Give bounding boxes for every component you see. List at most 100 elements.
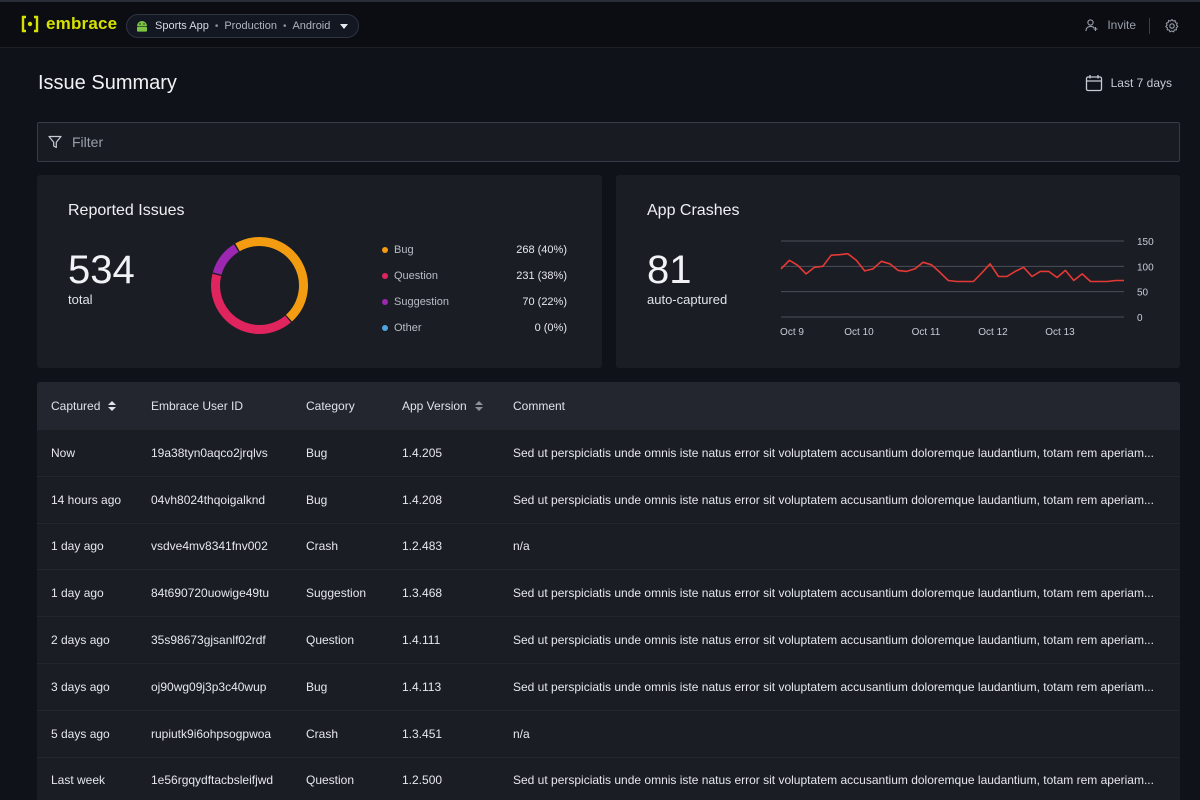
column-header-comment: Comment xyxy=(499,399,1180,413)
date-range-label: Last 7 days xyxy=(1110,76,1172,90)
comment-cell: n/a xyxy=(513,539,530,554)
crashes-line-chart: 150 100 50 0 Oct 9 Oct 10 Oct 11 Oct 12 Oct 13 xyxy=(780,237,1154,338)
donut-slice-question xyxy=(211,237,308,334)
captured-cell: 5 days ago xyxy=(51,726,110,741)
legend-value: 70 (22%) xyxy=(522,296,567,308)
crash-count: 81 xyxy=(647,248,692,292)
table-row[interactable]: 1 day ago 84t690720uowige49tu Suggestion 1.… xyxy=(37,569,1180,616)
legend-value: 231 (38%) xyxy=(516,270,567,282)
captured-cell: 3 days ago xyxy=(51,679,110,694)
legend-item: Question 231 (38%) xyxy=(382,263,567,289)
app-version-cell: 1.3.468 xyxy=(402,586,443,601)
x-tick-label: Oct 13 xyxy=(1045,327,1075,338)
app-name: Sports App xyxy=(155,20,209,32)
app-version-cell: 1.2.483 xyxy=(402,539,443,554)
category-cell: Bug xyxy=(306,492,328,507)
user-id-cell: 1e56rgqydftacbsleifjwd xyxy=(151,773,274,788)
app-version-cell: 1.2.500 xyxy=(402,773,443,788)
category-cell: Crash xyxy=(306,539,339,554)
x-tick-label: Oct 11 xyxy=(912,327,941,338)
invite-button[interactable]: Invite xyxy=(1085,18,1136,32)
captured-cell: 1 day ago xyxy=(51,586,104,601)
table-header: Captured Embrace User ID Category App Ve… xyxy=(37,382,1180,429)
legend-item: Other 0 (0%) xyxy=(382,315,567,341)
invite-label: Invite xyxy=(1107,18,1136,32)
column-header-category: Category xyxy=(292,399,388,413)
comment-cell: Sed ut perspiciatis unde omnis iste natu… xyxy=(513,445,1154,460)
column-label: Comment xyxy=(513,398,566,413)
table-row[interactable]: 5 days ago rupiutk9i6ohpsogpwoa Crash 1.3.4… xyxy=(37,709,1180,757)
filter-input[interactable] xyxy=(72,134,1072,150)
column-header-app-version[interactable]: App Version xyxy=(388,399,499,413)
category-cell: Bug xyxy=(306,445,328,460)
total-count: 534 xyxy=(68,248,135,292)
comment-cell: Sed ut perspiciatis unde omnis iste natu… xyxy=(513,633,1154,648)
app-version-cell: 1.4.113 xyxy=(402,679,442,694)
embrace-logo[interactable]: embrace xyxy=(20,14,117,34)
brand-name: embrace xyxy=(46,14,118,33)
legend-label: Question xyxy=(394,270,439,282)
table-row[interactable]: 3 days ago oj90wg09j3p3c40wup Bug 1.4.113 Se… xyxy=(37,662,1180,710)
captured-cell: Last week xyxy=(51,773,106,788)
y-tick-label: 0 xyxy=(1137,313,1143,324)
user-id-cell: 35s98673gjsanlf02rdf xyxy=(151,633,266,648)
category-cell: Bug xyxy=(306,679,328,694)
issues-donut-chart xyxy=(211,237,308,334)
chevron-down-icon xyxy=(340,23,349,29)
column-header-captured[interactable]: Captured xyxy=(37,399,137,413)
page-title: Issue Summary xyxy=(38,72,177,94)
captured-cell: 14 hours ago xyxy=(51,492,122,507)
legend-label: Other xyxy=(394,322,422,334)
column-label: Captured xyxy=(51,398,101,413)
column-label: Embrace User ID xyxy=(151,398,244,413)
filter-icon xyxy=(48,135,62,149)
category-cell: Suggestion xyxy=(306,586,367,601)
column-header-user-id: Embrace User ID xyxy=(137,399,292,413)
environment-name: Production xyxy=(224,20,277,32)
sort-icon xyxy=(474,400,483,411)
app-version-cell: 1.4.205 xyxy=(402,445,443,460)
legend-dot xyxy=(382,273,388,279)
legend-dot xyxy=(382,247,388,253)
embrace-logo-icon xyxy=(21,15,39,33)
table-row[interactable]: Now 19a38tyn0aqco2jrqlvs Bug 1.4.205 Sed ut … xyxy=(37,429,1180,476)
comment-cell: n/a xyxy=(513,726,530,741)
card-title: App Crashes xyxy=(647,202,740,219)
gear-icon[interactable] xyxy=(1164,18,1180,34)
date-range-picker[interactable]: Last 7 days xyxy=(1085,74,1172,92)
legend-dot xyxy=(382,325,388,331)
table-row[interactable]: 14 hours ago 04vh8024thqoigalknd Bug 1.4.20… xyxy=(37,475,1180,523)
x-tick-label: Oct 10 xyxy=(844,327,874,338)
android-icon xyxy=(137,21,147,32)
add-user-icon xyxy=(1085,19,1098,32)
comment-cell: Sed ut perspiciatis unde omnis iste natu… xyxy=(513,586,1154,601)
crashes-series-line xyxy=(780,252,1124,283)
legend-value: 0 (0%) xyxy=(534,322,567,334)
x-tick-label: Oct 12 xyxy=(978,327,1008,338)
filter-bar[interactable] xyxy=(37,122,1180,162)
app-version-cell: 1.4.208 xyxy=(402,492,443,507)
user-id-cell: oj90wg09j3p3c40wup xyxy=(151,679,267,694)
category-cell: Crash xyxy=(306,726,339,741)
captured-cell: 2 days ago xyxy=(51,633,110,648)
app-crashes-card: App Crashes 81 auto-captured 150 100 50 0 Oc… xyxy=(616,175,1180,368)
user-id-cell: 84t690720uowige49tu xyxy=(151,586,270,601)
separator-dot: • xyxy=(282,20,287,32)
reported-issues-card: Reported Issues 534 total Bug 268 (40%) Qu… xyxy=(37,175,602,368)
user-id-cell: vsdve4mv8341fnv002 xyxy=(151,539,268,554)
platform-name: Android xyxy=(292,20,331,32)
category-cell: Question xyxy=(306,633,355,648)
table-row[interactable]: 1 day ago vsdve4mv8341fnv002 Crash 1.2.483 n… xyxy=(37,522,1180,570)
table-row[interactable]: Last week 1e56rgqydftacbsleifjwd Question 1… xyxy=(37,756,1180,800)
table-row[interactable]: 2 days ago 35s98673gjsanlf02rdf Question 1.… xyxy=(37,616,1180,663)
header-divider xyxy=(1149,18,1150,34)
legend-item: Suggestion 70 (22%) xyxy=(382,289,567,315)
app-selector[interactable]: Sports App • Production • Android xyxy=(126,14,360,38)
donut-slice-suggestion xyxy=(211,237,308,334)
legend-value: 268 (40%) xyxy=(516,244,567,256)
user-id-cell: rupiutk9i6ohpsogpwoa xyxy=(151,726,272,741)
app-version-cell: 1.4.111 xyxy=(402,633,441,648)
comment-cell: Sed ut perspiciatis unde omnis iste natu… xyxy=(513,492,1154,507)
app-version-cell: 1.3.451 xyxy=(402,726,443,741)
donut-slice-bug xyxy=(211,237,308,334)
